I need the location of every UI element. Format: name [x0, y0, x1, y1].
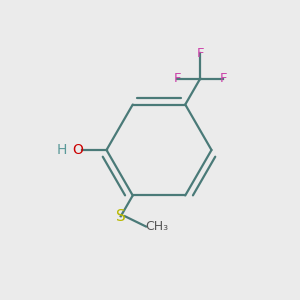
Text: H: H	[56, 143, 67, 157]
Text: F: F	[220, 72, 227, 85]
Text: S: S	[116, 209, 126, 224]
Text: F: F	[174, 72, 181, 85]
Text: O: O	[73, 143, 83, 157]
Text: F: F	[196, 46, 204, 60]
Text: CH₃: CH₃	[145, 220, 168, 233]
